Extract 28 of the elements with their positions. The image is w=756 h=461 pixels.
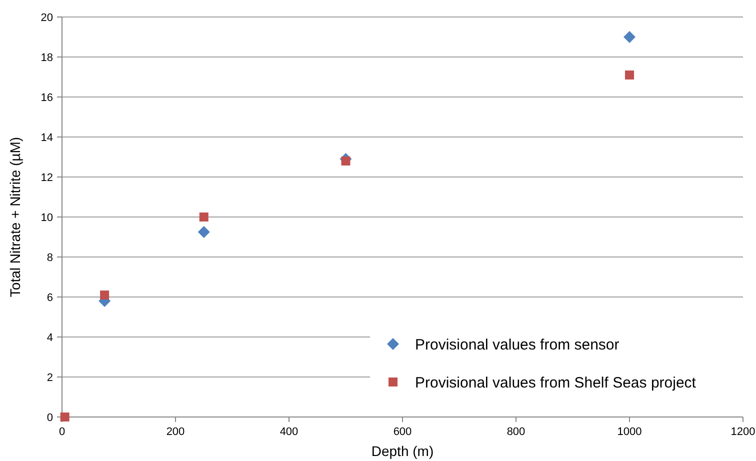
legend-label: Provisional values from sensor xyxy=(415,336,620,354)
y-tick-label: 0 xyxy=(46,412,53,424)
legend-label: Provisional values from Shelf Seas project xyxy=(415,374,697,392)
y-tick-label: 6 xyxy=(46,292,53,304)
point xyxy=(625,70,634,80)
point xyxy=(341,156,350,166)
x-tick-label: 1000 xyxy=(617,426,642,438)
y-tick-label: 18 xyxy=(40,52,53,64)
y-tick-label: 20 xyxy=(40,12,53,24)
x-tick-label: 0 xyxy=(58,426,66,438)
y-tick-label: 10 xyxy=(40,212,53,224)
y-tick-label: 12 xyxy=(40,172,53,184)
y-tick-label: 2 xyxy=(46,372,53,384)
y-tick-label: 4 xyxy=(46,332,53,344)
y-tick-label: 14 xyxy=(40,132,53,144)
y-tick-label: 16 xyxy=(40,92,53,104)
x-axis-title: Depth (m) xyxy=(371,443,434,459)
point xyxy=(199,212,208,222)
point xyxy=(100,290,110,300)
y-tick-label: 8 xyxy=(46,252,53,264)
point xyxy=(624,31,636,43)
x-tick-label: 400 xyxy=(280,426,298,438)
x-tick-label: 800 xyxy=(506,426,526,438)
y-axis-title: Total Nitrate + Nitrite (µM) xyxy=(7,136,23,298)
x-tick-label: 1200 xyxy=(730,426,756,438)
x-tick-label: 600 xyxy=(393,426,412,438)
x-tick-label: 200 xyxy=(166,426,185,438)
point xyxy=(198,226,210,238)
